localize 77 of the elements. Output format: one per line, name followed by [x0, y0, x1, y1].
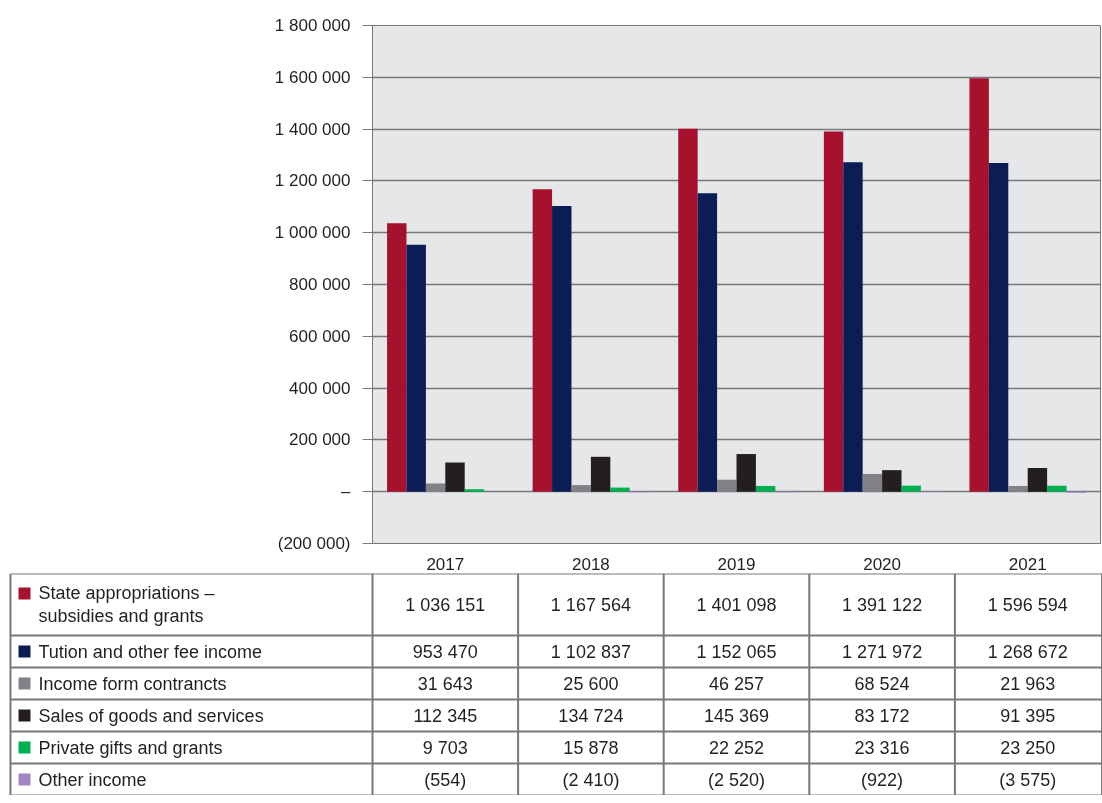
bar — [823, 131, 844, 492]
bar — [678, 128, 698, 492]
data-label: 145 369 — [703, 705, 770, 726]
data-label: 1 391 122 — [842, 594, 923, 615]
data-label: 25 600 — [563, 673, 619, 694]
bar — [1027, 468, 1048, 492]
bar — [882, 470, 902, 492]
data-label: 23 316 — [854, 737, 910, 758]
data-label: (3 575) — [999, 769, 1057, 790]
x-tick-label: 2020 — [863, 554, 902, 574]
x-tick-label: 2017 — [426, 554, 465, 574]
data-label: 1 036 151 — [405, 594, 486, 615]
legend-label: Income form contrancts — [38, 673, 227, 694]
y-tick-label: 800 000 — [289, 275, 351, 294]
data-label: 46 257 — [708, 673, 765, 694]
data-label: 1 268 672 — [987, 641, 1068, 662]
y-tick-label: 1 600 000 — [274, 67, 351, 87]
bar — [590, 456, 611, 492]
data-label: (2 410) — [562, 769, 620, 790]
bar — [755, 485, 776, 492]
y-tick-label: 1 800 000 — [274, 16, 351, 35]
data-label: 1 102 837 — [550, 641, 631, 662]
x-tick-label: 2018 — [571, 554, 610, 574]
bar — [445, 462, 465, 492]
bar — [717, 479, 737, 492]
data-label: (554) — [424, 769, 467, 790]
legend-label: State appropriations – subsidies and grants — [38, 583, 215, 626]
data-label: 21 963 — [1000, 673, 1056, 694]
bar — [1008, 486, 1028, 492]
bar — [862, 473, 883, 492]
legend-label: Sales of goods and services — [38, 705, 264, 726]
bar — [1047, 485, 1067, 492]
legend-label: Other income — [38, 769, 147, 790]
data-label: 1 152 065 — [696, 641, 777, 662]
data-label: 1 596 594 — [987, 594, 1068, 615]
data-label: 22 252 — [708, 737, 765, 758]
x-tick-label: 2021 — [1008, 554, 1047, 574]
bar — [610, 487, 630, 492]
legend-label: Tution and other fee income — [38, 641, 262, 662]
bar — [901, 485, 921, 492]
bar — [387, 223, 407, 492]
y-tick-label: 200 000 — [289, 430, 351, 450]
data-label: 68 524 — [854, 673, 910, 694]
data-label: 91 395 — [1000, 705, 1056, 726]
bar — [425, 483, 446, 492]
x-tick-label: 2019 — [717, 554, 756, 574]
bar — [406, 244, 426, 492]
bar — [697, 193, 718, 492]
bar — [969, 78, 989, 492]
y-tick-label: 400 000 — [289, 378, 351, 398]
y-tick-label: 1 400 000 — [274, 119, 351, 139]
data-label: 15 878 — [563, 737, 619, 758]
data-label: 1 271 972 — [842, 641, 923, 662]
bar — [532, 189, 553, 492]
data-label: 134 724 — [558, 705, 624, 726]
data-label: 112 345 — [413, 705, 478, 726]
bar — [988, 163, 1009, 492]
data-label: 23 250 — [1000, 737, 1056, 758]
legend-label: Private gifts and grants — [38, 737, 223, 758]
data-label: 9 703 — [422, 737, 468, 758]
data-label: 83 172 — [854, 705, 910, 726]
data-label: (922) — [861, 769, 904, 790]
bar — [736, 454, 756, 492]
y-tick-label: 1 000 000 — [274, 223, 351, 243]
y-tick-label: – — [341, 482, 352, 502]
y-tick-label: 600 000 — [289, 326, 351, 346]
y-tick-label: (200 000) — [277, 534, 351, 553]
data-label: 1 167 564 — [550, 594, 631, 615]
data-label: 953 470 — [412, 641, 478, 662]
y-tick-label: 1 200 000 — [274, 171, 351, 191]
data-label: (2 520) — [707, 769, 766, 790]
bar — [843, 162, 863, 492]
bar — [571, 485, 591, 492]
data-label: 31 643 — [417, 673, 473, 694]
bar — [464, 489, 485, 492]
bar — [552, 206, 572, 492]
data-label: 1 401 098 — [696, 594, 777, 615]
